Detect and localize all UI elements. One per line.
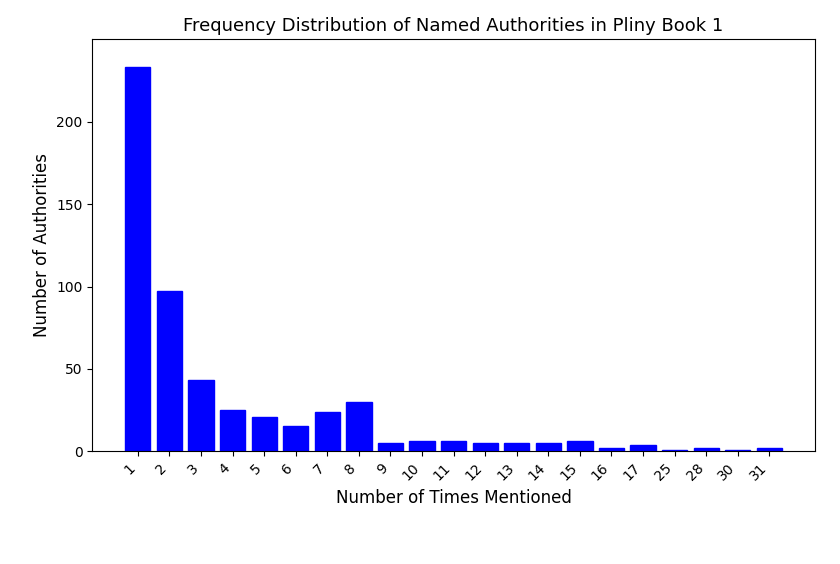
Bar — [125, 68, 150, 451]
Bar — [315, 412, 340, 451]
Bar — [536, 443, 561, 451]
X-axis label: Number of Times Mentioned: Number of Times Mentioned — [336, 489, 571, 507]
Bar — [188, 380, 213, 451]
Bar — [757, 448, 782, 451]
Bar — [473, 443, 498, 451]
Bar — [251, 417, 277, 451]
Bar — [694, 448, 719, 451]
Bar — [567, 441, 592, 451]
Bar — [599, 448, 624, 451]
Bar — [220, 410, 245, 451]
Bar — [346, 402, 371, 451]
Bar — [662, 450, 687, 451]
Bar — [441, 441, 466, 451]
Bar — [378, 443, 403, 451]
Bar — [157, 292, 182, 451]
Y-axis label: Number of Authorities: Number of Authorities — [33, 153, 50, 337]
Bar — [504, 443, 529, 451]
Bar — [630, 444, 656, 451]
Bar — [409, 441, 434, 451]
Bar — [283, 426, 308, 451]
Bar — [725, 450, 750, 451]
Title: Frequency Distribution of Named Authorities in Pliny Book 1: Frequency Distribution of Named Authorit… — [183, 17, 724, 35]
